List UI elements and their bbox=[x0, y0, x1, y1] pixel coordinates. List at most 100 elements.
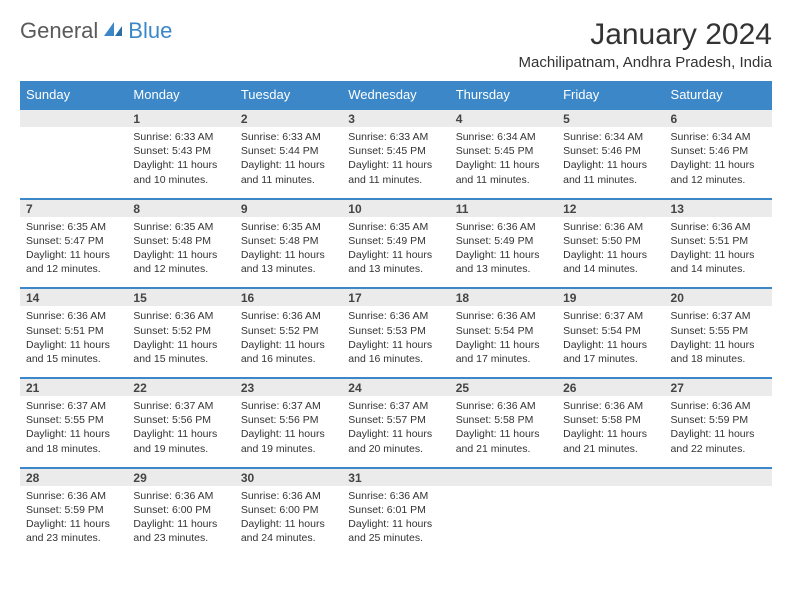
logo-text-general: General bbox=[20, 18, 98, 44]
sunrise-text: Sunrise: 6:36 AM bbox=[133, 489, 228, 503]
day-number bbox=[557, 468, 664, 486]
sunrise-text: Sunrise: 6:34 AM bbox=[456, 130, 551, 144]
daylight-text: Daylight: 11 hours and 21 minutes. bbox=[456, 427, 551, 455]
day-cell: Sunrise: 6:36 AMSunset: 5:50 PMDaylight:… bbox=[557, 217, 664, 283]
sunrise-text: Sunrise: 6:36 AM bbox=[241, 489, 336, 503]
sunset-text: Sunset: 5:56 PM bbox=[133, 413, 228, 427]
sunrise-text: Sunrise: 6:36 AM bbox=[456, 399, 551, 413]
calendar-body: 123456Sunrise: 6:33 AMSunset: 5:43 PMDay… bbox=[20, 109, 772, 551]
day-cell: Sunrise: 6:36 AMSunset: 5:59 PMDaylight:… bbox=[20, 486, 127, 552]
daylight-text: Daylight: 11 hours and 14 minutes. bbox=[563, 248, 658, 276]
sunset-text: Sunset: 5:52 PM bbox=[241, 324, 336, 338]
day-number: 14 bbox=[20, 288, 127, 306]
sunrise-text: Sunrise: 6:36 AM bbox=[348, 309, 443, 323]
sunset-text: Sunset: 5:59 PM bbox=[671, 413, 766, 427]
sunset-text: Sunset: 5:56 PM bbox=[241, 413, 336, 427]
sunrise-text: Sunrise: 6:36 AM bbox=[456, 220, 551, 234]
sunset-text: Sunset: 5:43 PM bbox=[133, 144, 228, 158]
day-cell bbox=[20, 127, 127, 193]
day-number: 3 bbox=[342, 109, 449, 127]
day-cell: Sunrise: 6:35 AMSunset: 5:48 PMDaylight:… bbox=[235, 217, 342, 283]
day-content-row: Sunrise: 6:37 AMSunset: 5:55 PMDaylight:… bbox=[20, 396, 772, 462]
logo: General Blue bbox=[20, 18, 172, 44]
day-number: 16 bbox=[235, 288, 342, 306]
sunrise-text: Sunrise: 6:33 AM bbox=[133, 130, 228, 144]
day-number bbox=[450, 468, 557, 486]
day-number: 2 bbox=[235, 109, 342, 127]
title-block: January 2024 Machilipatnam, Andhra Prade… bbox=[519, 18, 772, 71]
day-number-row: 78910111213 bbox=[20, 199, 772, 217]
daylight-text: Daylight: 11 hours and 22 minutes. bbox=[671, 427, 766, 455]
daylight-text: Daylight: 11 hours and 11 minutes. bbox=[348, 158, 443, 186]
sunrise-text: Sunrise: 6:37 AM bbox=[26, 399, 121, 413]
day-number-row: 28293031 bbox=[20, 468, 772, 486]
day-number: 9 bbox=[235, 199, 342, 217]
day-header: Tuesday bbox=[235, 81, 342, 109]
sunset-text: Sunset: 5:49 PM bbox=[348, 234, 443, 248]
daylight-text: Daylight: 11 hours and 16 minutes. bbox=[241, 338, 336, 366]
daylight-text: Daylight: 11 hours and 25 minutes. bbox=[348, 517, 443, 545]
sunrise-text: Sunrise: 6:36 AM bbox=[348, 489, 443, 503]
sunset-text: Sunset: 5:49 PM bbox=[456, 234, 551, 248]
sunset-text: Sunset: 5:59 PM bbox=[26, 503, 121, 517]
daylight-text: Daylight: 11 hours and 17 minutes. bbox=[456, 338, 551, 366]
day-number: 6 bbox=[665, 109, 772, 127]
day-number: 21 bbox=[20, 378, 127, 396]
day-cell bbox=[665, 486, 772, 552]
sunset-text: Sunset: 5:54 PM bbox=[456, 324, 551, 338]
day-number: 13 bbox=[665, 199, 772, 217]
day-number: 7 bbox=[20, 199, 127, 217]
daylight-text: Daylight: 11 hours and 13 minutes. bbox=[241, 248, 336, 276]
sunrise-text: Sunrise: 6:37 AM bbox=[563, 309, 658, 323]
sunset-text: Sunset: 5:51 PM bbox=[671, 234, 766, 248]
day-cell: Sunrise: 6:36 AMSunset: 5:59 PMDaylight:… bbox=[665, 396, 772, 462]
day-number: 25 bbox=[450, 378, 557, 396]
sunrise-text: Sunrise: 6:36 AM bbox=[563, 220, 658, 234]
day-cell: Sunrise: 6:33 AMSunset: 5:44 PMDaylight:… bbox=[235, 127, 342, 193]
daylight-text: Daylight: 11 hours and 19 minutes. bbox=[241, 427, 336, 455]
day-cell: Sunrise: 6:36 AMSunset: 5:49 PMDaylight:… bbox=[450, 217, 557, 283]
day-cell: Sunrise: 6:37 AMSunset: 5:56 PMDaylight:… bbox=[127, 396, 234, 462]
sunset-text: Sunset: 6:00 PM bbox=[133, 503, 228, 517]
day-number: 5 bbox=[557, 109, 664, 127]
sunset-text: Sunset: 5:53 PM bbox=[348, 324, 443, 338]
day-cell bbox=[557, 486, 664, 552]
logo-text-blue: Blue bbox=[128, 18, 172, 44]
day-number-row: 21222324252627 bbox=[20, 378, 772, 396]
day-number: 18 bbox=[450, 288, 557, 306]
day-header: Monday bbox=[127, 81, 234, 109]
day-number: 28 bbox=[20, 468, 127, 486]
day-cell: Sunrise: 6:37 AMSunset: 5:54 PMDaylight:… bbox=[557, 306, 664, 372]
day-cell: Sunrise: 6:35 AMSunset: 5:48 PMDaylight:… bbox=[127, 217, 234, 283]
sunrise-text: Sunrise: 6:34 AM bbox=[671, 130, 766, 144]
daylight-text: Daylight: 11 hours and 23 minutes. bbox=[133, 517, 228, 545]
day-number: 26 bbox=[557, 378, 664, 396]
day-cell: Sunrise: 6:36 AMSunset: 5:54 PMDaylight:… bbox=[450, 306, 557, 372]
day-cell: Sunrise: 6:36 AMSunset: 5:58 PMDaylight:… bbox=[557, 396, 664, 462]
sunset-text: Sunset: 5:44 PM bbox=[241, 144, 336, 158]
sunrise-text: Sunrise: 6:36 AM bbox=[671, 220, 766, 234]
day-cell: Sunrise: 6:36 AMSunset: 5:51 PMDaylight:… bbox=[665, 217, 772, 283]
sunrise-text: Sunrise: 6:36 AM bbox=[456, 309, 551, 323]
day-cell: Sunrise: 6:33 AMSunset: 5:45 PMDaylight:… bbox=[342, 127, 449, 193]
day-number: 4 bbox=[450, 109, 557, 127]
day-number: 29 bbox=[127, 468, 234, 486]
sunset-text: Sunset: 5:48 PM bbox=[241, 234, 336, 248]
sunrise-text: Sunrise: 6:34 AM bbox=[563, 130, 658, 144]
day-number: 15 bbox=[127, 288, 234, 306]
day-cell: Sunrise: 6:34 AMSunset: 5:46 PMDaylight:… bbox=[557, 127, 664, 193]
sunset-text: Sunset: 5:46 PM bbox=[563, 144, 658, 158]
daylight-text: Daylight: 11 hours and 18 minutes. bbox=[26, 427, 121, 455]
day-number: 24 bbox=[342, 378, 449, 396]
daylight-text: Daylight: 11 hours and 21 minutes. bbox=[563, 427, 658, 455]
daylight-text: Daylight: 11 hours and 11 minutes. bbox=[456, 158, 551, 186]
sunrise-text: Sunrise: 6:36 AM bbox=[26, 489, 121, 503]
sunset-text: Sunset: 5:58 PM bbox=[563, 413, 658, 427]
daylight-text: Daylight: 11 hours and 11 minutes. bbox=[241, 158, 336, 186]
sunset-text: Sunset: 5:50 PM bbox=[563, 234, 658, 248]
sunrise-text: Sunrise: 6:36 AM bbox=[563, 399, 658, 413]
day-number: 8 bbox=[127, 199, 234, 217]
day-header-row: Sunday Monday Tuesday Wednesday Thursday… bbox=[20, 81, 772, 109]
sunset-text: Sunset: 5:55 PM bbox=[671, 324, 766, 338]
sunset-text: Sunset: 5:51 PM bbox=[26, 324, 121, 338]
